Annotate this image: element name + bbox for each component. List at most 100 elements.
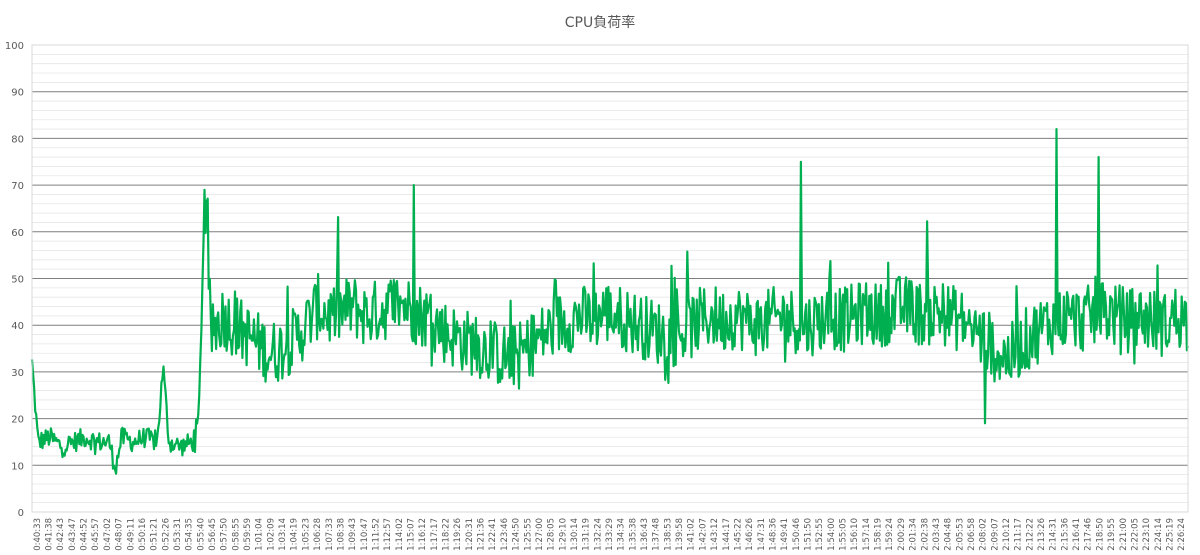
- y-tick-label: 60: [11, 228, 24, 239]
- x-tick-label: 2:12:22: [1025, 518, 1035, 551]
- x-tick-label: 1:32:24: [593, 518, 603, 551]
- x-tick-label: 1:59:24: [885, 518, 895, 551]
- x-tick-label: 1:46:26: [745, 518, 755, 551]
- x-tick-label: 1:02:09: [266, 518, 276, 551]
- x-tick-label: 1:31:19: [582, 518, 592, 551]
- x-tick-label: 1:43:12: [710, 518, 720, 551]
- x-tick-label: 1:39:58: [675, 518, 685, 551]
- x-tick-label: 1:22:41: [488, 518, 498, 551]
- x-tick-label: 0:53:31: [173, 518, 183, 551]
- x-tick-label: 1:25:55: [523, 518, 533, 551]
- x-tick-label: 0:49:11: [126, 518, 136, 551]
- x-tick-label: 2:05:53: [955, 518, 965, 551]
- x-tick-label: 0:55:40: [196, 518, 206, 551]
- x-tick-label: 2:00:29: [897, 518, 907, 551]
- x-tick-label: 1:51:50: [804, 518, 814, 551]
- x-tick-label: 2:06:58: [967, 518, 977, 551]
- y-tick-label: 50: [11, 275, 24, 286]
- x-tick-label: 0:56:45: [208, 518, 218, 551]
- x-tick-label: 1:33:29: [605, 518, 615, 551]
- x-tick-label: 0:52:26: [161, 518, 171, 551]
- x-tick-label: 1:21:36: [477, 518, 487, 551]
- y-tick-label: 10: [11, 461, 24, 472]
- y-tick-label: 0: [18, 508, 24, 519]
- x-tick-label: 1:03:14: [278, 518, 288, 551]
- x-tick-label: 1:54:00: [827, 518, 837, 551]
- plot-frame: [31, 44, 1189, 513]
- y-tick-label: 20: [11, 415, 24, 426]
- x-tick-label: 1:57:14: [862, 518, 872, 551]
- x-tick-label: 1:37:48: [652, 518, 662, 551]
- x-tick-label: 1:17:17: [430, 518, 440, 551]
- x-tick-label: 1:12:57: [383, 518, 393, 551]
- y-tick-label: 80: [11, 134, 24, 145]
- x-tick-label: 1:05:23: [301, 518, 311, 551]
- x-tick-label: 1:30:14: [570, 518, 580, 551]
- x-tick-label: 2:23:10: [1142, 518, 1152, 551]
- x-tick-label: 1:10:47: [360, 518, 370, 551]
- x-tick-label: 1:35:38: [628, 518, 638, 551]
- x-tick-label: 2:08:02: [979, 518, 989, 551]
- x-tick-label: 0:43:47: [68, 518, 78, 551]
- x-tick-label: 1:55:05: [839, 518, 849, 551]
- x-tick-label: 0:59:59: [243, 518, 253, 551]
- x-tick-label: 0:44:52: [80, 518, 90, 551]
- x-tick-label: 2:09:07: [990, 518, 1000, 551]
- x-tick-label: 0:45:57: [91, 518, 101, 551]
- x-tick-label: 1:08:38: [336, 518, 346, 551]
- chart-title: CPU負荷率: [564, 15, 636, 31]
- x-tick-label: 1:07:33: [325, 518, 335, 551]
- x-tick-label: 2:13:26: [1037, 518, 1047, 551]
- grid-layer: [32, 44, 1188, 513]
- x-tick-label: 1:16:12: [418, 518, 428, 551]
- x-tick-label: 2:15:36: [1060, 518, 1070, 551]
- y-tick-label: 90: [11, 88, 24, 99]
- x-tick-label: 1:06:28: [313, 518, 323, 551]
- x-tick-label: 2:16:41: [1072, 518, 1082, 551]
- x-tick-label: 1:04:19: [290, 518, 300, 551]
- x-tick-label: 0:42:43: [56, 518, 66, 551]
- x-tick-label: 1:45:22: [733, 518, 743, 551]
- x-tick-label: 0:58:55: [231, 518, 241, 551]
- x-tick-label: 1:20:31: [465, 518, 475, 551]
- x-tick-label: 1:42:07: [698, 518, 708, 551]
- x-tick-label: 2:11:17: [1014, 518, 1024, 551]
- x-tick-label: 2:01:34: [909, 518, 919, 551]
- x-tick-label: 2:21:00: [1119, 518, 1129, 551]
- x-tick-label: 2:02:38: [920, 518, 930, 551]
- x-tick-label: 2:14:31: [1049, 518, 1059, 551]
- x-tick-label: 0:54:35: [185, 518, 195, 551]
- y-tick-label: 30: [11, 368, 24, 379]
- x-tick-label: 1:09:43: [348, 518, 358, 551]
- x-tick-label: 2:17:46: [1084, 518, 1094, 551]
- x-tick-label: 1:18:22: [442, 518, 452, 551]
- x-tick-label: 2:22:05: [1130, 518, 1140, 551]
- x-tick-label: 1:52:55: [815, 518, 825, 551]
- x-tick-label: 1:50:46: [792, 518, 802, 551]
- x-tick-label: 2:24:14: [1154, 518, 1164, 551]
- x-tick-label: 1:29:10: [558, 518, 568, 551]
- x-tick-label: 1:14:02: [395, 518, 405, 551]
- x-tick-label: 0:48:07: [115, 518, 125, 551]
- x-tick-label: 1:27:00: [535, 518, 545, 551]
- x-tick-label: 0:57:50: [220, 518, 230, 551]
- x-tick-label: 1:23:46: [500, 518, 510, 551]
- x-tick-label: 2:18:50: [1095, 518, 1105, 551]
- x-tick-label: 1:28:05: [547, 518, 557, 551]
- x-tick-label: 0:51:21: [150, 518, 160, 551]
- x-tick-label: 2:04:48: [944, 518, 954, 551]
- x-tick-label: 0:47:02: [103, 518, 113, 551]
- x-tick-label: 1:38:53: [663, 518, 673, 551]
- x-tick-label: 0:50:16: [138, 518, 148, 551]
- x-tick-label: 1:48:36: [768, 518, 778, 551]
- x-tick-label: 1:19:26: [453, 518, 463, 551]
- x-tick-label: 0:40:33: [33, 518, 43, 551]
- x-tick-label: 1:15:07: [406, 518, 416, 551]
- cpu-load-series-line: [30, 128, 1190, 475]
- x-tick-label: 1:24:50: [512, 518, 522, 551]
- x-tick-label: 1:58:19: [874, 518, 884, 551]
- x-tick-label: 2:25:19: [1165, 518, 1175, 551]
- x-tick-label: 1:41:02: [687, 518, 697, 551]
